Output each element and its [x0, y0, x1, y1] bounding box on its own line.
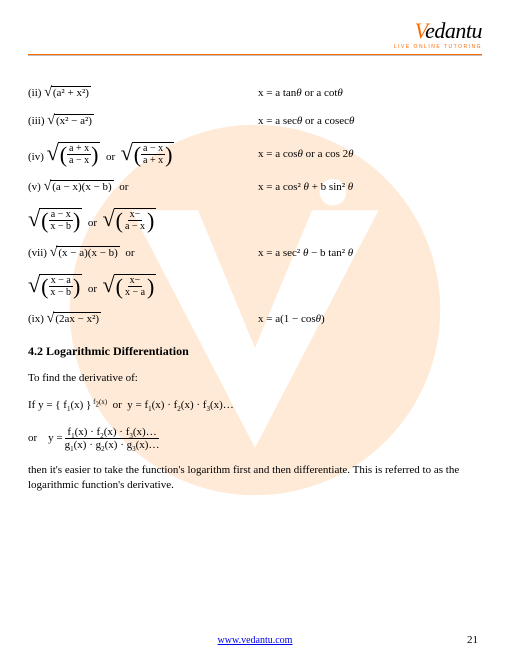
subst-7: x = a sec² θ − b tan² θ [258, 247, 353, 259]
section-heading: 4.2 Logarithmic Differentiation [28, 344, 482, 359]
content: (ii) √(a² + x²) x = a tanθ or a cotθ (ii… [28, 86, 482, 494]
footer: www.vedantu.com [0, 635, 510, 646]
tagline: LIVE ONLINE TUTORING [28, 44, 482, 50]
subst-5: x = a cos² θ + b sin² θ [258, 181, 353, 193]
closing-text: then it's easier to take the function's … [28, 463, 482, 494]
subst-9: x = a(1 − cosθ) [258, 313, 325, 325]
subst-2: x = a tanθ or a cotθ [258, 87, 343, 99]
header-rule [28, 54, 482, 56]
subst-3: x = a secθ or a cosecθ [258, 115, 354, 127]
subst-4: x = a cosθ or a cos 2θ [258, 148, 354, 160]
header: Vedantu LIVE ONLINE TUTORING [28, 18, 482, 50]
page-number: 21 [467, 634, 478, 646]
footer-link[interactable]: www.vedantu.com [218, 635, 293, 646]
intro-text: To find the derivative of: [28, 371, 482, 386]
logo: Vedantu [28, 18, 482, 44]
